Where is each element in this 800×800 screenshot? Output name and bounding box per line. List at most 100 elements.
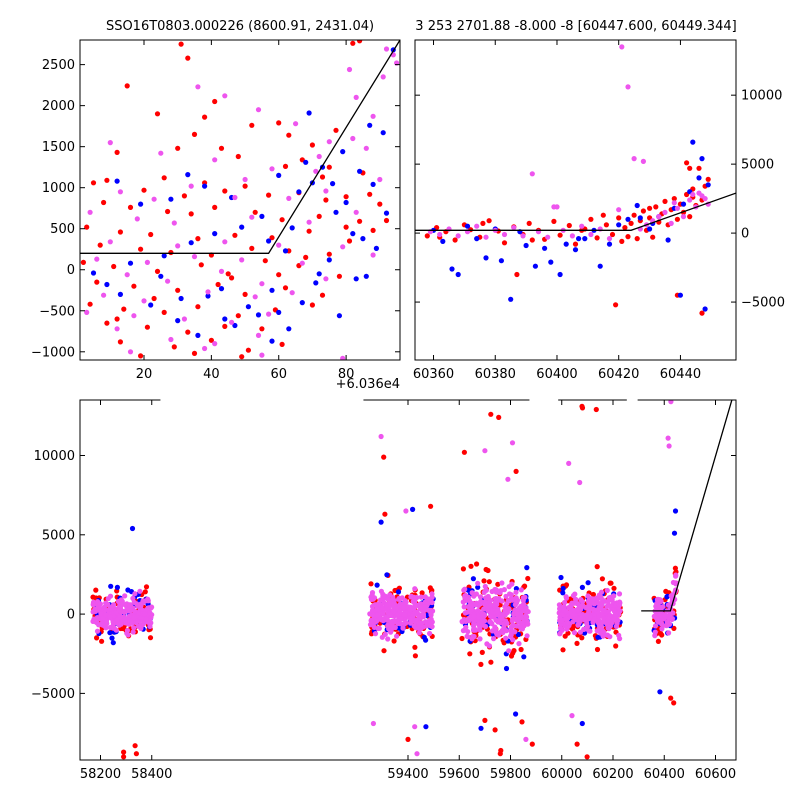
top-right-point-red: [628, 220, 634, 226]
top-left-point-blue: [117, 291, 123, 297]
bottom-point-red: [671, 625, 677, 632]
top-left-point-red: [154, 268, 161, 274]
top-left-point-red: [80, 259, 86, 265]
top-right-point-pink: [569, 233, 576, 239]
bottom-point-pink: [586, 606, 592, 613]
top-left-point-red: [262, 258, 268, 264]
bottom-point-pink: [576, 620, 582, 627]
top-left-point-pink: [326, 139, 332, 145]
bottom-point-red: [513, 468, 519, 474]
top-left-point-red: [138, 246, 144, 252]
bottom-point-red: [121, 754, 127, 760]
top-right-plot-area: [415, 44, 736, 316]
bottom-point-pink: [482, 583, 488, 590]
top-left-point-red: [225, 271, 231, 277]
top-right-point-blue: [498, 258, 504, 264]
bottom-point-pink: [465, 634, 471, 640]
bottom-point-pink: [509, 597, 516, 603]
top-left-point-blue: [205, 293, 211, 299]
bottom-point-pink: [599, 597, 606, 603]
bottom-point-pink: [412, 602, 418, 608]
bottom-point-pink: [569, 713, 575, 719]
top-left-point-blue: [161, 253, 167, 259]
bottom-point-red: [488, 659, 494, 665]
bottom-point-red: [391, 638, 397, 644]
bottom-point-blue: [585, 580, 591, 586]
bottom-point-pink: [497, 617, 504, 623]
bottom-point-pink: [607, 634, 613, 640]
bottom-point-pink: [427, 623, 433, 629]
bottom-point-pink: [611, 593, 617, 599]
top-left-point-red: [383, 217, 390, 224]
top-left-point-pink: [144, 259, 150, 265]
top-left-point-red: [212, 204, 218, 210]
top-left-point-blue: [326, 257, 332, 263]
top-left-point-red: [276, 272, 282, 278]
bottom-point-blue: [374, 582, 380, 588]
bottom-point-pink: [141, 620, 147, 626]
bottom-point-pink: [465, 629, 471, 635]
bottom-point-pink: [397, 608, 403, 614]
bottom-point-pink: [122, 593, 128, 599]
top-right-point-blue: [464, 223, 471, 229]
top-left-point-blue: [175, 318, 181, 324]
top-right-point-red: [640, 208, 647, 214]
top-left-point-pink: [212, 157, 218, 163]
top-left-point-pink: [353, 209, 359, 215]
top-left-point-red: [333, 127, 339, 133]
top-left-point-blue: [276, 172, 282, 178]
top-left-point-pink: [346, 66, 353, 73]
bottom-point-pink: [398, 621, 404, 627]
top-right-point-red: [650, 234, 656, 240]
top-right-xtick-label: 60420: [598, 367, 639, 382]
bottom-point-pink: [572, 616, 579, 622]
top-left-point-pink: [124, 272, 130, 278]
bottom-point-pink: [385, 596, 391, 602]
bottom-point-red: [132, 743, 138, 749]
bottom-point-pink: [655, 605, 662, 611]
bottom-point-pink: [417, 606, 423, 612]
top-right-ytick-label: 0: [741, 227, 749, 242]
bottom-point-pink: [481, 606, 487, 612]
bottom-point-pink: [654, 616, 660, 622]
top-right-point-red: [588, 216, 594, 222]
top-left-point-pink: [232, 194, 238, 201]
bottom-point-pink: [105, 596, 111, 602]
top-left-point-blue: [353, 276, 359, 282]
top-left-point-red: [195, 304, 201, 310]
bottom-point-blue: [524, 565, 530, 571]
top-right-title: 3 253 2701.88 -8.000 -8 [60447.600, 6044…: [415, 19, 736, 34]
bottom-xtick-label: 59400: [387, 767, 428, 782]
bottom-point-red: [565, 630, 571, 636]
top-left-point-red: [303, 254, 309, 260]
top-left-point-red: [350, 40, 356, 46]
bottom-point-pink: [416, 630, 422, 636]
bottom-point-red: [496, 414, 502, 420]
bottom-point-blue: [114, 584, 120, 591]
bottom-point-pink: [499, 598, 505, 604]
top-right-point-blue: [474, 236, 480, 242]
top-left-point-pink: [255, 107, 262, 113]
top-right-point-pink: [662, 209, 668, 215]
bottom-point-pink: [107, 614, 113, 620]
bottom-point-red: [483, 566, 489, 573]
bottom-point-pink: [665, 435, 671, 441]
bottom-point-pink: [118, 597, 124, 603]
bottom-panel: 58200 58400 59400 59600 59800 60000 60200 60400…: [31, 399, 737, 782]
bottom-point-red: [133, 751, 139, 757]
top-left-point-red: [84, 224, 90, 230]
top-left-point-pink: [377, 176, 383, 183]
top-right-point-pink: [640, 158, 647, 164]
bottom-point-pink: [601, 629, 607, 635]
bottom-point-pink: [492, 586, 498, 593]
top-right-point-blue: [532, 263, 539, 269]
top-left-point-blue: [178, 295, 184, 302]
top-left-point-pink: [340, 244, 346, 250]
top-left-point-red: [239, 354, 245, 360]
top-left-title: SSO16T0803.000226 (8600.91, 2431.04): [106, 19, 374, 34]
bottom-point-pink: [378, 433, 384, 440]
top-left-point-blue: [333, 209, 339, 215]
top-right-point-blue: [483, 255, 489, 261]
top-right-point-blue: [647, 226, 653, 232]
bottom-point-pink: [586, 628, 592, 634]
